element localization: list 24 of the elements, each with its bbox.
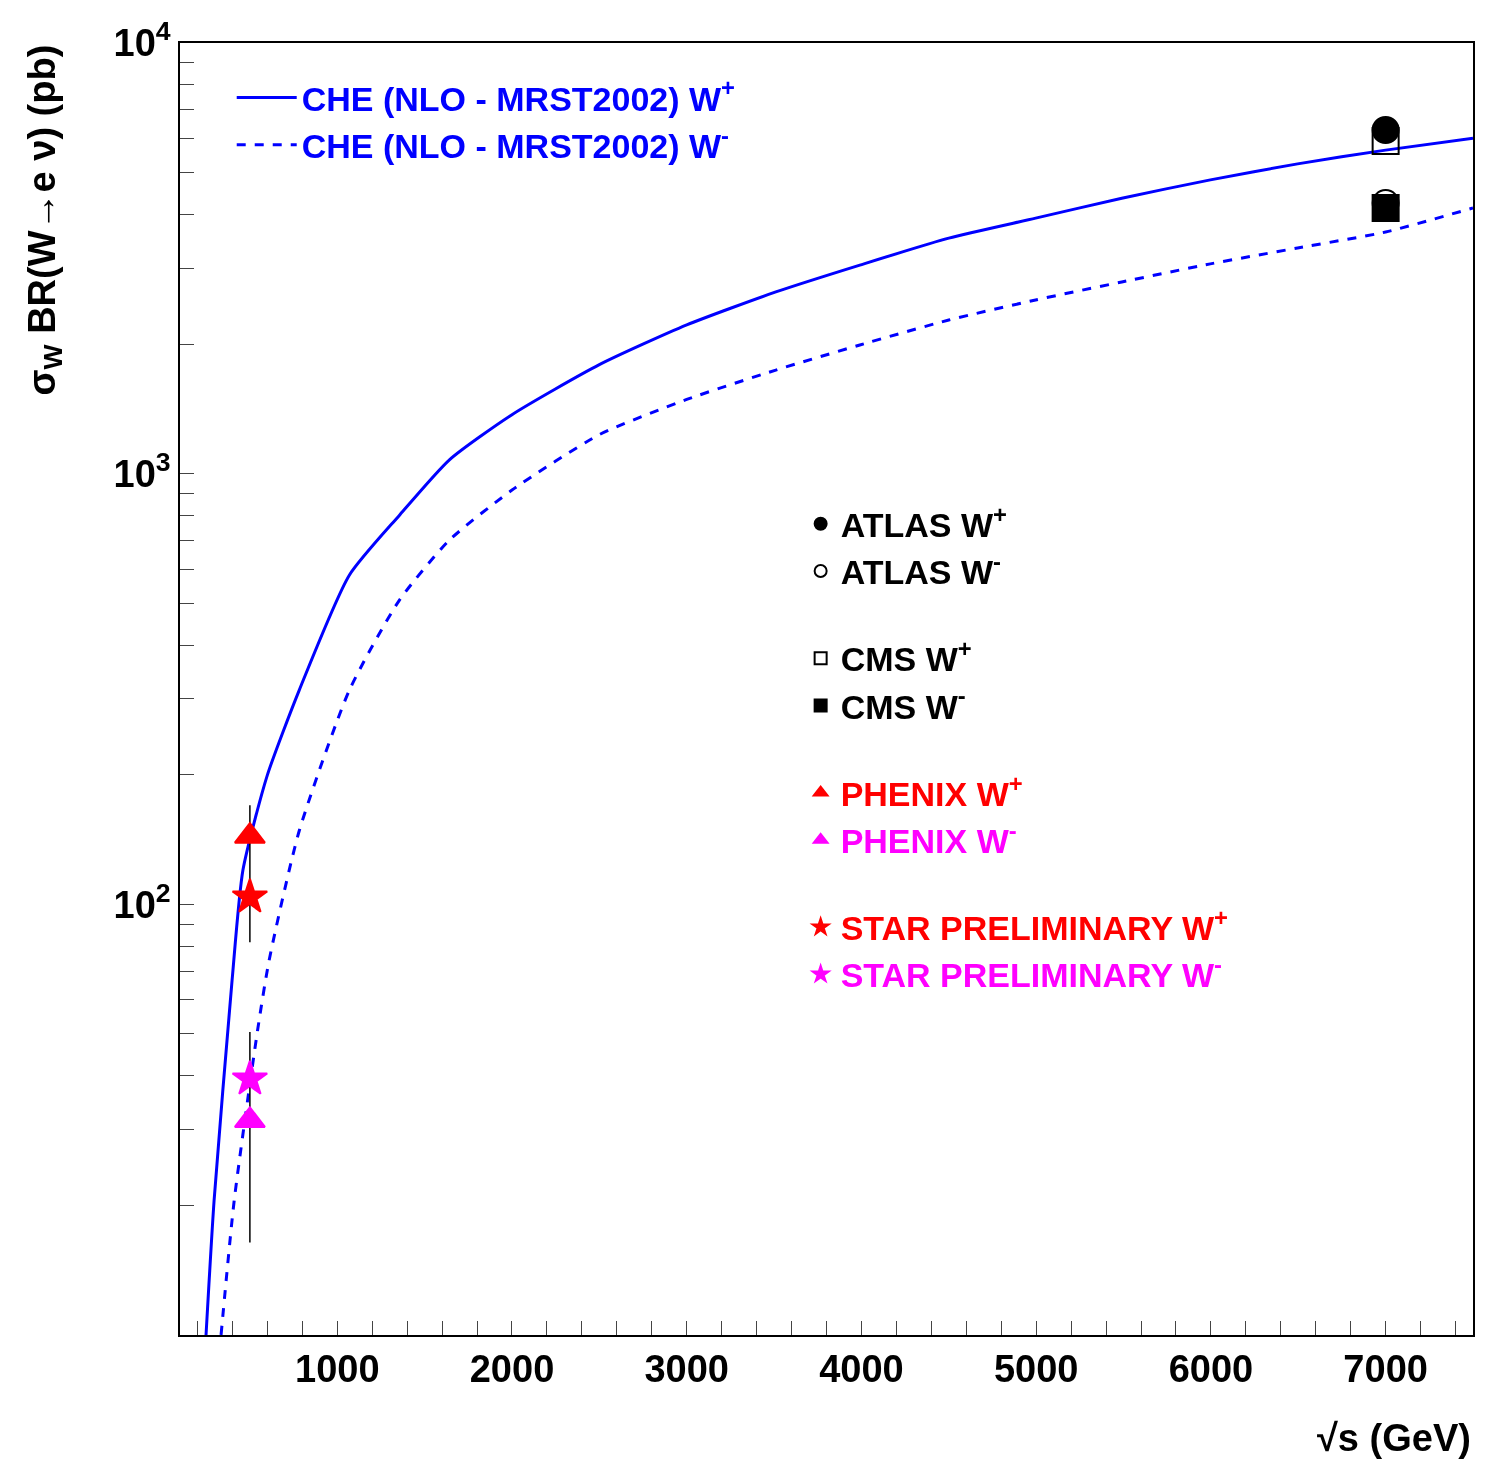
x-tick-label: 7000 (1343, 1348, 1428, 1391)
legend-label: CHE (NLO - MRST2002) W$^{-}$ (301, 121, 730, 165)
legend-label: CMS W$^{+}$ (840, 635, 972, 679)
x-tick-label: 5000 (993, 1348, 1079, 1391)
legend-label: STAR PRELIMINARY W$^{+}$ (840, 903, 1228, 948)
legend-label: PHENIX W$^{+}$ (840, 769, 1023, 813)
x-axis-title: √s (GeV) (1317, 1417, 1471, 1459)
legend-label: PHENIX W$^{-}$ (840, 816, 1017, 861)
x-tick-label: 3000 (644, 1348, 729, 1391)
point (1371, 127, 1400, 156)
y-tick-label: 10$^{3}$ (113, 447, 171, 495)
x-tick-label: 2000 (469, 1348, 555, 1391)
legend-label: CMS W$^{-}$ (840, 682, 966, 726)
point (231, 1059, 269, 1095)
x-tick-label: 6000 (1168, 1348, 1254, 1391)
legend-label: CHE (NLO - MRST2002) W$^{+}$ (301, 74, 735, 118)
x-tick-label: 1000 (294, 1348, 380, 1391)
y-tick-label: 10$^{4}$ (113, 16, 171, 65)
legend-label: STAR PRELIMINARY W$^{-}$ (840, 951, 1222, 995)
legend-label: ATLAS W$^{+}$ (840, 500, 1007, 545)
legend-label: ATLAS W$^{-}$ (840, 547, 1001, 592)
y-tick-label: 10$^{2}$ (113, 877, 171, 926)
x-tick-label: 4000 (819, 1348, 904, 1391)
point (231, 877, 269, 913)
